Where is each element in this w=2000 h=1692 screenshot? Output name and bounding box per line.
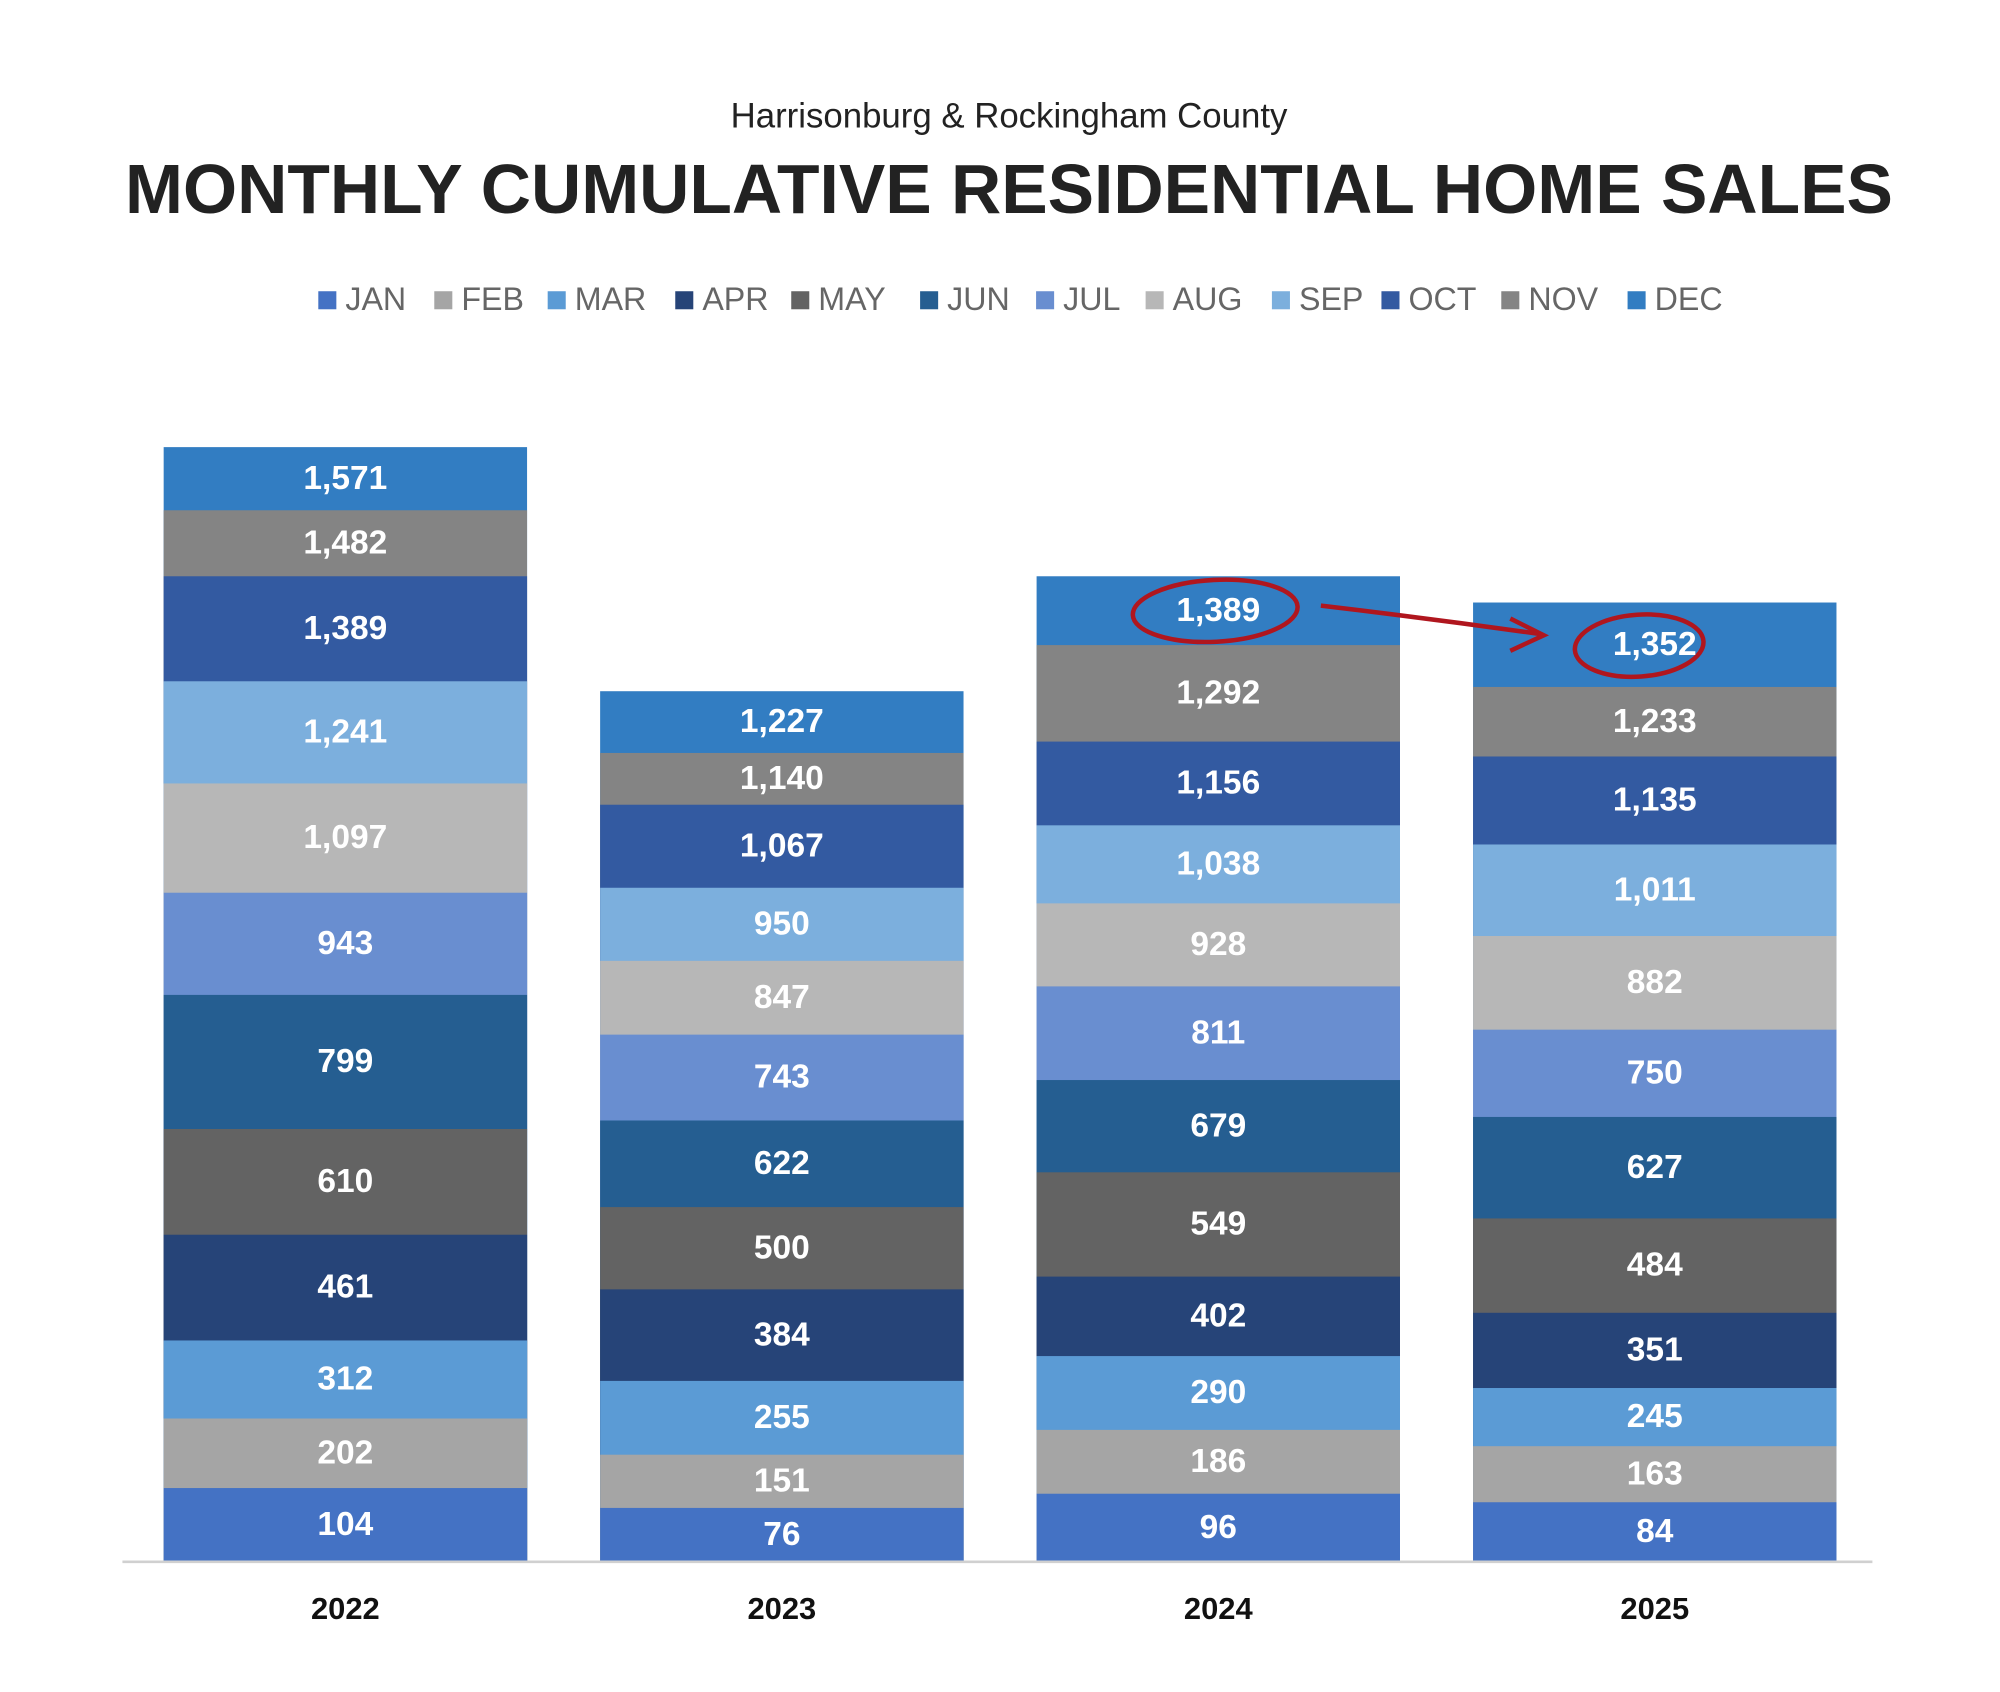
data-label: 1,135 — [1613, 782, 1697, 819]
data-label: 622 — [754, 1145, 810, 1182]
legend-swatch — [547, 291, 566, 310]
legend-label: JAN — [345, 281, 406, 317]
x-tick-label: 2024 — [1184, 1591, 1254, 1626]
data-label: 549 — [1190, 1206, 1246, 1243]
legend-swatch — [1271, 291, 1290, 310]
data-label: 882 — [1627, 964, 1683, 1001]
legend-label: DEC — [1655, 281, 1723, 317]
legend-swatch — [434, 291, 453, 310]
data-label: 679 — [1190, 1107, 1246, 1144]
data-label: 1,011 — [1614, 871, 1696, 908]
data-label: 290 — [1190, 1374, 1246, 1411]
bar — [600, 1507, 964, 1562]
data-label: 1,227 — [740, 703, 824, 740]
legend-label: FEB — [461, 281, 524, 317]
data-label: 1,241 — [303, 713, 387, 750]
data-label: 1,389 — [303, 610, 387, 647]
data-label: 743 — [754, 1059, 810, 1096]
legend-swatch — [791, 291, 810, 310]
data-label: 202 — [317, 1434, 373, 1471]
legend-label: SEP — [1299, 281, 1363, 317]
legend-swatch — [675, 291, 694, 310]
data-label: 1,038 — [1176, 845, 1260, 882]
legend-swatch — [1501, 291, 1520, 310]
legend-swatch — [1627, 291, 1646, 310]
data-label: 104 — [317, 1506, 373, 1543]
data-label: 799 — [317, 1043, 373, 1080]
bar — [1473, 1502, 1837, 1562]
legend-label: JUN — [947, 281, 1010, 317]
bar — [163, 1488, 528, 1562]
legend-label: AUG — [1173, 281, 1243, 317]
legend-swatch — [1036, 291, 1055, 310]
data-label: 312 — [317, 1361, 373, 1398]
legend-label: JUL — [1063, 281, 1120, 317]
x-tick-label: 2023 — [747, 1591, 816, 1626]
data-label: 943 — [317, 925, 373, 962]
data-label: 811 — [1191, 1014, 1245, 1051]
legend-label: MAR — [575, 281, 647, 317]
legend-swatch — [920, 291, 939, 310]
data-label: 610 — [317, 1163, 373, 1200]
data-label: 847 — [754, 979, 810, 1016]
data-label: 151 — [754, 1462, 810, 1499]
data-label: 402 — [1190, 1297, 1246, 1334]
bar — [1036, 1493, 1400, 1562]
data-label: 1,482 — [303, 524, 387, 561]
data-label: 255 — [754, 1399, 810, 1436]
data-label: 928 — [1190, 926, 1246, 963]
data-label: 950 — [754, 905, 810, 942]
x-tick-label: 2025 — [1620, 1591, 1689, 1626]
legend-label: NOV — [1528, 281, 1598, 317]
data-label: 1,352 — [1613, 626, 1697, 663]
data-label: 627 — [1627, 1149, 1683, 1186]
data-label: 84 — [1636, 1513, 1674, 1550]
data-label: 351 — [1627, 1332, 1683, 1369]
data-label: 750 — [1627, 1054, 1683, 1091]
legend-label: OCT — [1409, 281, 1477, 317]
data-label: 1,571 — [303, 460, 387, 497]
data-label: 500 — [754, 1229, 810, 1266]
annotation — [1130, 577, 1706, 680]
legend-swatch — [318, 291, 337, 310]
data-label: 461 — [317, 1269, 373, 1306]
data-label: 1,292 — [1176, 674, 1260, 711]
legend-swatch — [1145, 291, 1164, 310]
data-label: 1,156 — [1176, 765, 1260, 802]
data-label: 384 — [754, 1316, 810, 1353]
legend-label: APR — [702, 281, 768, 317]
data-label: 1,233 — [1613, 703, 1697, 740]
data-label: 1,389 — [1176, 592, 1260, 629]
bars — [163, 447, 1837, 1562]
data-label: 484 — [1627, 1247, 1683, 1284]
chart-title: MONTHLY CUMULATIVE RESIDENTIAL HOME SALE… — [125, 150, 1893, 228]
data-label: 1,067 — [740, 827, 824, 864]
data-label: 245 — [1627, 1398, 1683, 1435]
data-label: 163 — [1627, 1455, 1683, 1492]
chart-subtitle: Harrisonburg & Rockingham County — [731, 98, 1288, 136]
data-label: 1,097 — [303, 819, 387, 856]
data-label: 1,140 — [740, 760, 824, 797]
data-label: 96 — [1200, 1509, 1237, 1546]
x-tick-label: 2022 — [311, 1591, 380, 1626]
data-label: 76 — [763, 1516, 800, 1553]
legend-label: MAY — [818, 281, 885, 317]
data-label: 186 — [1190, 1443, 1246, 1480]
legend-swatch — [1381, 291, 1400, 310]
